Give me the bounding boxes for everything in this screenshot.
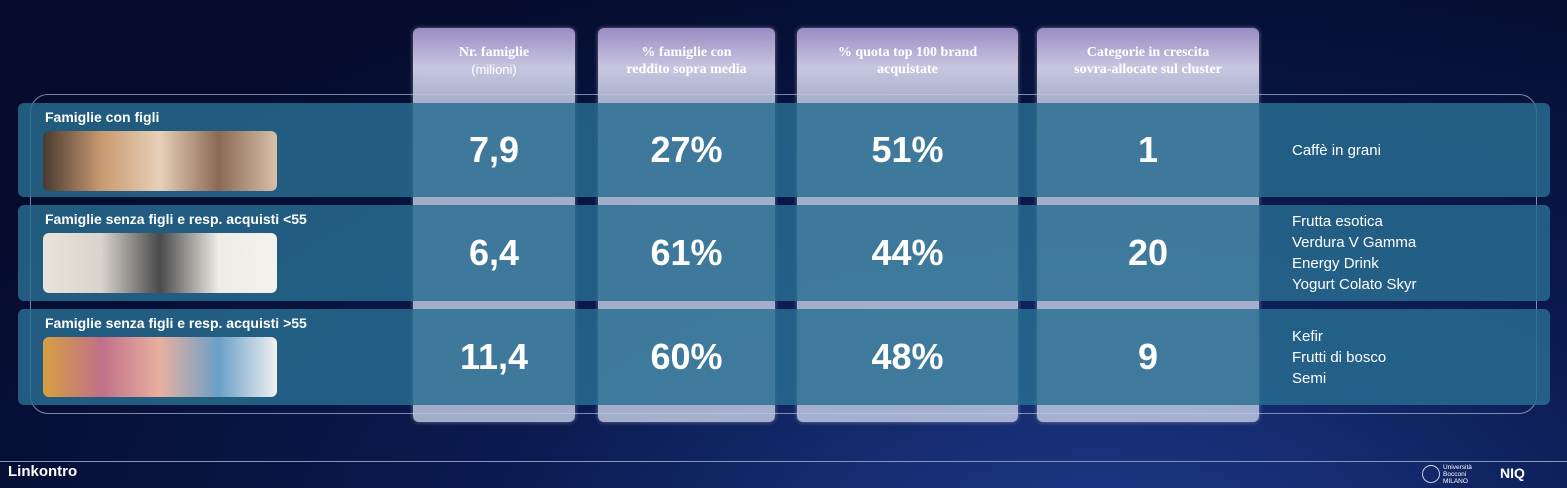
category: Semi [1292, 369, 1327, 387]
header-line: sovra-allocate sul cluster [1074, 62, 1222, 77]
category: Verdura V Gamma [1292, 234, 1417, 251]
header-line: % famiglie con [641, 45, 732, 60]
university-line: MILANO [1443, 478, 1468, 485]
category: Kefir [1292, 327, 1323, 345]
cell-value: 48% [871, 336, 944, 377]
header-line: reddito sopra media [626, 62, 747, 77]
cell-value: 11,4 [459, 336, 529, 377]
header-line: acquistate [877, 62, 938, 77]
category: Caffè in grani [1292, 141, 1381, 159]
cell-value: 1 [1137, 129, 1159, 170]
header-line: Categorie in crescita [1086, 45, 1210, 60]
seal [1422, 465, 1440, 483]
header-line: Nr. famiglie [458, 45, 530, 60]
column-header: % famiglie con reddito sopra media [598, 44, 775, 78]
row-label: Famiglie senza figli e resp. acquisti >5… [45, 315, 307, 331]
category: Energy Drink [1292, 255, 1379, 272]
cell-value: 61% [650, 232, 723, 273]
university-line: Università [1443, 464, 1472, 471]
cell-value: 20 [1127, 232, 1169, 273]
brand: Linkontro [8, 463, 78, 480]
category: Yogurt Colato Skyr [1292, 276, 1417, 293]
cell-value: 6,4 [468, 232, 520, 273]
header-subtitle: (milioni) [471, 62, 517, 77]
footer-rule [0, 461, 1567, 462]
cell-value: 27% [650, 129, 723, 170]
row-label: Famiglie con figli [45, 109, 160, 125]
header-line: % quota top 100 brand [837, 45, 978, 60]
category-list: Kefir Frutti di bosco Semi [1292, 326, 1386, 389]
university-line: Bocconi [1443, 471, 1467, 478]
cell-value: 51% [871, 129, 944, 170]
category: Frutta esotica [1292, 213, 1383, 230]
row-photo [43, 233, 277, 293]
cell-value: 9 [1137, 336, 1159, 377]
row-photo [43, 131, 277, 191]
column-header: % quota top 100 brand acquistate [797, 44, 1018, 78]
university: Università Bocconi MILANO [1443, 464, 1472, 485]
cell-value: 44% [871, 232, 944, 273]
cell-value: 7,9 [468, 129, 520, 170]
partner: NIQ [1500, 465, 1525, 481]
row-label: Famiglie senza figli e resp. acquisti <5… [45, 211, 307, 227]
column-header: Categorie in crescita sovra-allocate sul … [1037, 44, 1259, 78]
cell-value: 60% [650, 336, 723, 377]
category-list: Caffè in grani [1292, 140, 1381, 161]
column-header: Nr. famiglie (milioni) [413, 44, 575, 78]
row-photo [43, 337, 277, 397]
category: Frutti di bosco [1292, 348, 1387, 366]
category-list: Frutta esotica Verdura V Gamma Energy Drin… [1292, 211, 1417, 295]
